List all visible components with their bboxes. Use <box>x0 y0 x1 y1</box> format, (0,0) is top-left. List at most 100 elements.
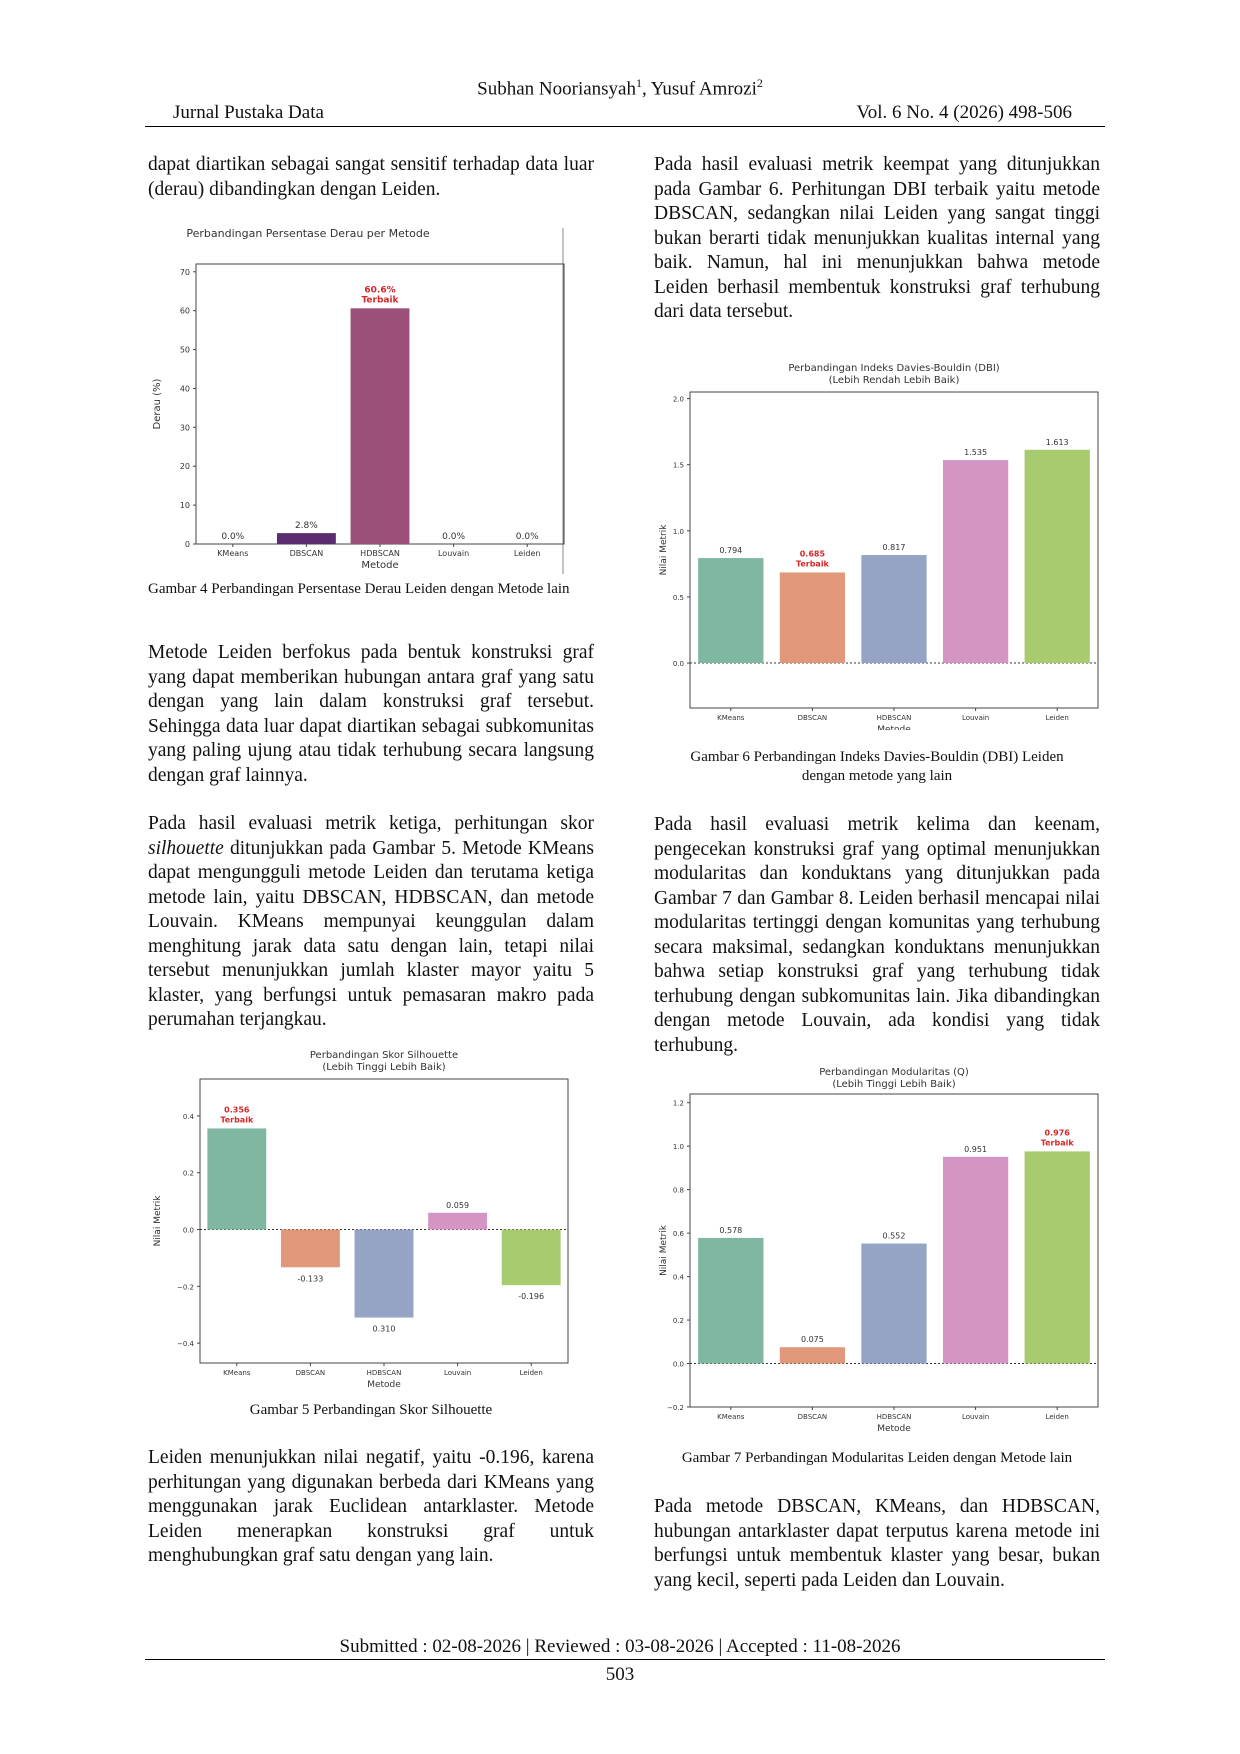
bar-value-label: 0.685 <box>800 549 826 558</box>
bar-hdbscan <box>861 1243 927 1364</box>
y-tick-label: 0.0 <box>673 660 684 668</box>
bar-louvain <box>942 460 1009 664</box>
chart-title: Perbandingan Persentase Derau per Metode <box>186 227 430 240</box>
bar-value-label: 0.0% <box>516 532 539 542</box>
left-paragraph-4: Leiden menunjukkan nilai negatif, yaitu … <box>148 1447 594 1566</box>
left-p3-term: silhouette <box>148 837 224 859</box>
author-2: , Yusuf Amrozi <box>641 78 757 100</box>
y-tick-label: 1.0 <box>673 1143 684 1151</box>
x-tick-label: KMeans <box>717 714 745 722</box>
x-tick-label: HDBSCAN <box>877 714 912 722</box>
chart-subtitle: (Lebih Tinggi Lebih Baik) <box>832 1079 955 1090</box>
y-tick-label: 0.8 <box>673 1187 684 1195</box>
bar-value-label: 0.552 <box>883 1232 906 1241</box>
left-p3-start: Pada hasil evaluasi metrik ketiga, perhi… <box>148 813 594 834</box>
chart-subtitle: (Lebih Tinggi Lebih Baik) <box>322 1062 445 1073</box>
bar-value-label: -0.133 <box>298 1274 324 1283</box>
chart-subtitle: (Lebih Rendah Lebih Baik) <box>829 375 960 386</box>
x-tick-label: Leiden <box>1046 1413 1069 1421</box>
x-tick-label: Leiden <box>520 1369 543 1377</box>
figure-7-caption: Gambar 7 Perbandingan Modularitas Leiden… <box>681 1450 1073 1466</box>
x-tick-label: KMeans <box>217 549 248 558</box>
chart-title: Perbandingan Skor Silhouette <box>310 1050 458 1061</box>
y-tick-label: 50 <box>180 346 190 355</box>
bar-value-label: 0.059 <box>446 1201 469 1210</box>
best-label: Terbaik <box>796 559 830 568</box>
figure-6-caption-line-1: Gambar 6 Perbandingan Indeks Davies-Boul… <box>690 749 1064 765</box>
x-tick-label: Louvain <box>438 549 469 558</box>
y-tick-label: 1.5 <box>673 462 684 470</box>
right-paragraph-1: Pada hasil evaluasi metrik keempat yang … <box>654 154 1100 322</box>
y-tick-label: 60 <box>180 307 190 316</box>
left-paragraph-2: Metode Leiden berfokus pada bentuk konst… <box>148 642 594 786</box>
bar-kmeans <box>698 558 764 664</box>
page-number: 503 <box>605 1664 635 1685</box>
y-tick-label: 0.4 <box>673 1274 685 1282</box>
chart-title: Perbandingan Indeks Davies-Bouldin (DBI) <box>788 363 999 374</box>
x-axis-label: Metode <box>361 560 398 571</box>
best-label: Terbaik <box>361 295 399 305</box>
header-rule <box>145 126 1105 127</box>
author-1-sup: 1 <box>635 76 642 90</box>
y-tick-label: −0.4 <box>177 1340 195 1348</box>
bar-dbscan <box>276 533 336 544</box>
figure-4-chart: Perbandingan Persentase Derau per Metode… <box>152 227 565 574</box>
x-tick-label: DBSCAN <box>296 1369 325 1377</box>
bar-value-label: 1.613 <box>1046 438 1069 447</box>
y-tick-label: 20 <box>180 462 190 471</box>
figure-5-chart: Perbandingan Skor Silhouette(Lebih Tingg… <box>153 1050 569 1390</box>
x-tick-label: HDBSCAN <box>360 549 400 558</box>
x-axis-label: Metode <box>367 1380 401 1390</box>
bar-kmeans <box>207 1128 267 1230</box>
bar-hdbscan <box>350 308 410 544</box>
x-tick-label: DBSCAN <box>798 714 827 722</box>
journal-name: Jurnal Pustaka Data <box>173 102 324 123</box>
bar-leiden <box>501 1229 561 1286</box>
y-tick-label: 0 <box>185 540 190 549</box>
bar-value-label: 0.817 <box>883 543 906 552</box>
x-tick-label: HDBSCAN <box>877 1413 912 1421</box>
x-tick-label: Louvain <box>962 714 989 722</box>
x-tick-label: Leiden <box>514 549 541 558</box>
y-tick-label: 70 <box>180 268 190 277</box>
figure-6-caption: Gambar 6 Perbandingan Indeks Davies-Boul… <box>654 748 1100 786</box>
x-tick-label: Leiden <box>1046 714 1069 722</box>
left-p3-rest: ditunjukkan pada Gambar 5. Metode KMeans… <box>148 837 594 1031</box>
y-tick-label: 0.0 <box>183 1227 194 1235</box>
y-tick-label: 40 <box>180 384 190 393</box>
bar-louvain <box>942 1156 1009 1364</box>
x-axis-label: Metode <box>877 1424 911 1434</box>
y-axis-label: Nilai Metrik <box>153 1195 163 1247</box>
y-axis-label: Nilai Metrik <box>659 1224 669 1276</box>
bar-hdbscan <box>354 1229 414 1318</box>
y-tick-label: 0.4 <box>183 1113 195 1121</box>
y-tick-label: 0.6 <box>673 1230 685 1238</box>
right-paragraph-3: Pada metode DBSCAN, KMeans, dan HDBSCAN,… <box>654 1496 1100 1591</box>
left-paragraph-1: dapat diartikan sebagai sangat sensitif … <box>148 154 594 200</box>
best-label: Terbaik <box>220 1115 254 1124</box>
running-authors: Subhan Nooriansyah1, Yusuf Amrozi2 <box>0 76 1240 100</box>
author-1: Subhan Nooriansyah <box>477 78 636 100</box>
y-tick-label: 0.5 <box>673 594 684 602</box>
bar-dbscan <box>779 1347 846 1364</box>
bar-value-label: 0.075 <box>801 1335 824 1344</box>
y-tick-label: −0.2 <box>177 1283 194 1291</box>
x-tick-label: HDBSCAN <box>367 1369 402 1377</box>
y-tick-label: 30 <box>180 423 190 432</box>
bar-leiden <box>1024 449 1090 664</box>
bar-louvain <box>428 1212 488 1230</box>
figure-5-caption: Gambar 5 Perbandingan Skor Silhouette <box>249 1402 493 1418</box>
best-label: Terbaik <box>1041 1138 1075 1147</box>
left-paragraph-3: Pada hasil evaluasi metrik ketiga, perhi… <box>148 812 594 1033</box>
bar-value-label: 2.8% <box>295 521 318 531</box>
y-tick-label: 0.0 <box>673 1361 684 1369</box>
bar-value-label: -0.196 <box>518 1292 544 1301</box>
bar-leiden <box>1024 1151 1090 1364</box>
bar-value-label: 0.310 <box>373 1325 396 1334</box>
chart-title: Perbandingan Modularitas (Q) <box>819 1067 969 1078</box>
y-tick-label: 1.2 <box>673 1100 684 1108</box>
x-tick-label: Louvain <box>962 1413 989 1421</box>
author-2-sup: 2 <box>756 76 763 90</box>
x-tick-label: Louvain <box>444 1369 471 1377</box>
y-tick-label: 10 <box>180 501 190 510</box>
